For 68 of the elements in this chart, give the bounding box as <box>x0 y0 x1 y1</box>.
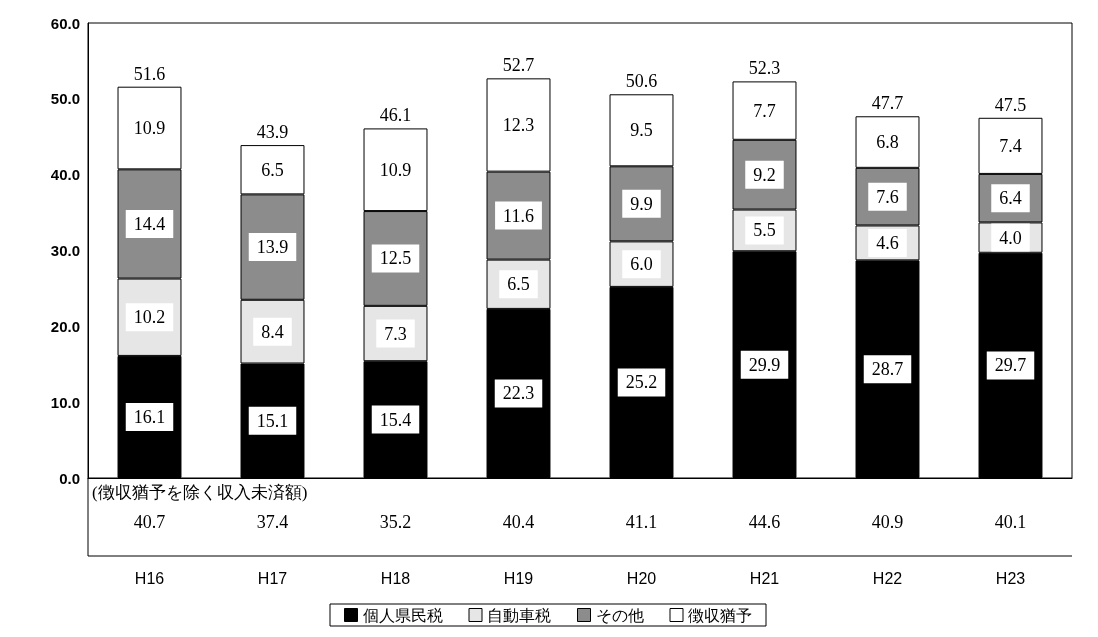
data-label: 7.7 <box>753 100 776 121</box>
total-label: 47.7 <box>871 93 904 114</box>
text: 40.1 <box>994 512 1027 532</box>
data-label: 29.9 <box>748 354 781 375</box>
data-label: 6.8 <box>876 132 899 153</box>
x-tick-label: H18 <box>380 569 411 587</box>
total-label: 51.6 <box>133 63 166 84</box>
data-label: 6.5 <box>507 274 530 295</box>
x-tick-label: H16 <box>134 569 165 587</box>
data-label: 10.9 <box>379 159 412 180</box>
data-label: 7.4 <box>999 135 1022 156</box>
data-label: 15.1 <box>256 410 289 431</box>
data-label: 5.5 <box>753 220 776 241</box>
y-tick-label: 40.0 <box>50 166 80 184</box>
data-label: 14.4 <box>133 213 166 234</box>
data-label: 9.9 <box>630 193 653 214</box>
data-label: 25.2 <box>625 372 658 393</box>
text: (徴収猶予を除く収入未済額) <box>92 483 308 502</box>
x-tick-label: H17 <box>257 569 288 587</box>
total-label: 43.9 <box>256 122 289 143</box>
data-label: 6.4 <box>999 188 1022 209</box>
data-label: 10.2 <box>133 307 166 328</box>
data-label: 28.7 <box>871 359 904 380</box>
data-label: 4.6 <box>876 232 899 253</box>
data-label: 4.0 <box>999 227 1022 248</box>
total-label: 52.7 <box>502 55 535 76</box>
total-label: 46.1 <box>379 105 412 126</box>
data-label: 29.7 <box>994 355 1027 376</box>
data-label: 22.3 <box>502 383 535 404</box>
total-label: 50.6 <box>625 71 658 92</box>
y-tick-label: 20.0 <box>50 317 80 335</box>
data-label: 10.9 <box>133 118 166 139</box>
data-label: 9.2 <box>753 164 776 185</box>
data-label: 11.6 <box>503 205 534 226</box>
text: 40.7 <box>133 512 166 532</box>
data-label: 7.6 <box>876 186 899 207</box>
data-label: 7.3 <box>384 323 407 344</box>
x-tick-label: H21 <box>749 569 780 587</box>
data-label: 12.3 <box>502 115 535 135</box>
data-label: 6.5 <box>261 159 284 180</box>
x-tick-label: H19 <box>503 569 534 587</box>
y-tick-label: 50.0 <box>50 90 80 108</box>
x-tick-label: H22 <box>872 569 903 587</box>
total-label: 52.3 <box>748 58 781 79</box>
y-tick-label: 10.0 <box>50 393 80 411</box>
x-tick-label: H23 <box>995 569 1026 587</box>
data-label: 9.5 <box>630 120 653 141</box>
text: 44.6 <box>748 512 781 532</box>
data-label: 12.5 <box>379 248 412 269</box>
data-label: 16.1 <box>133 406 166 427</box>
text: 37.4 <box>256 512 289 532</box>
data-label: 15.4 <box>379 409 412 430</box>
x-tick-label: H20 <box>626 569 657 587</box>
legend-label: その他 <box>595 606 644 624</box>
text: 41.1 <box>625 512 658 532</box>
data-label: 6.0 <box>630 254 653 275</box>
text: 35.2 <box>379 512 412 532</box>
data-label: 8.4 <box>261 321 284 342</box>
text: 40.9 <box>871 512 904 532</box>
y-tick-label: 0.0 <box>59 469 80 487</box>
data-label: 13.9 <box>256 237 289 258</box>
legend-label: 個人県民税 <box>362 606 443 624</box>
y-tick-label: 60.0 <box>50 14 80 32</box>
total-label: 47.5 <box>994 94 1027 115</box>
text: 40.4 <box>502 512 535 532</box>
y-tick-label: 30.0 <box>50 242 80 259</box>
legend-label: 徴収猶予 <box>688 606 752 624</box>
legend-label: 自動車税 <box>487 606 551 624</box>
